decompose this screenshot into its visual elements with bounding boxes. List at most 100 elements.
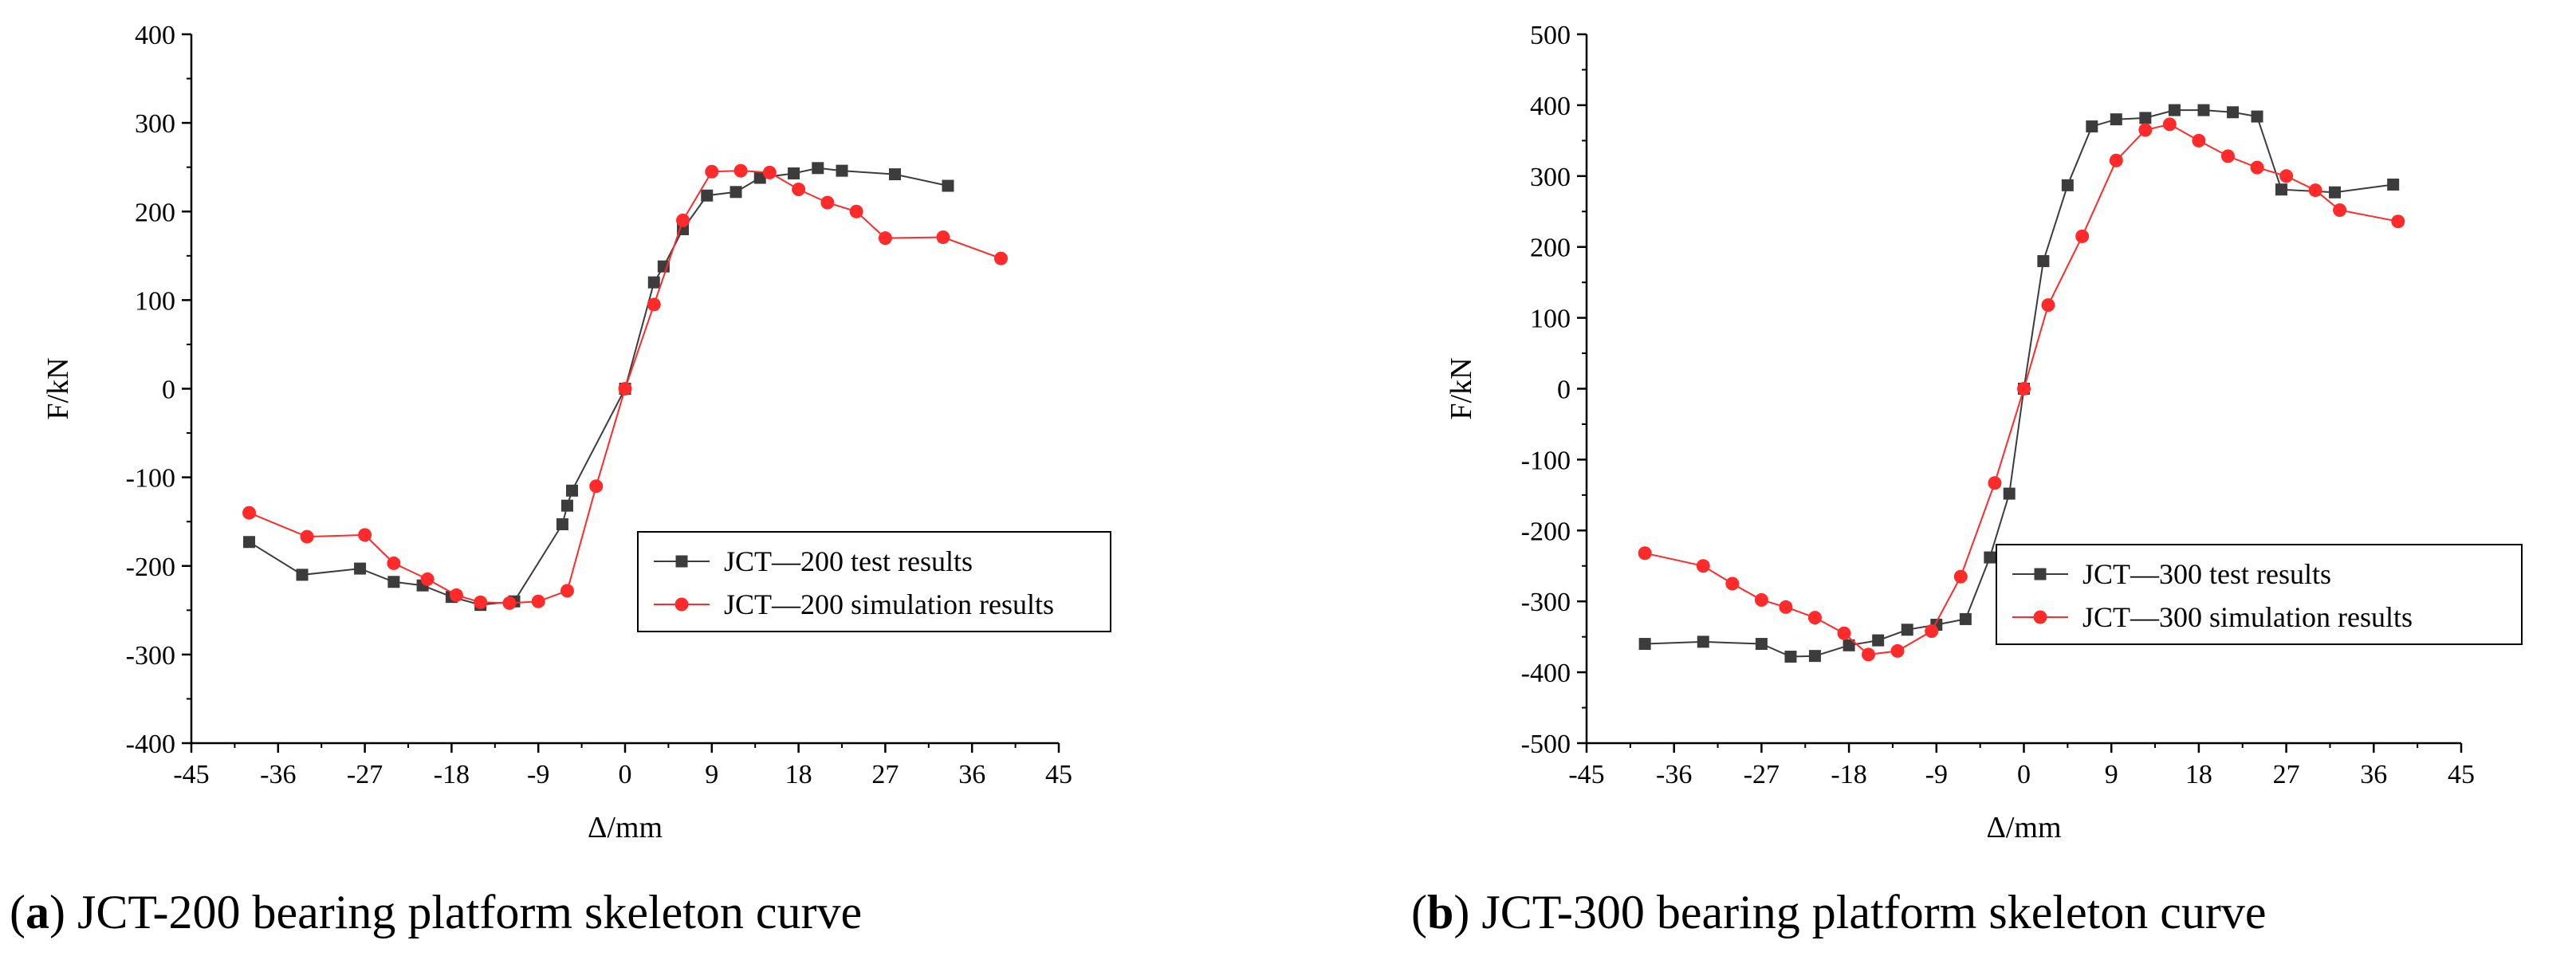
chart-b-simulation-series-point — [2162, 117, 2177, 132]
chart-a-legend-entry-marker — [675, 555, 688, 568]
chart-b-legend-box — [1996, 544, 2523, 645]
chart-b-simulation-series-point — [1779, 600, 1793, 614]
chart-b-test-series-point — [2110, 113, 2122, 126]
chart-a-x-tick-label: -45 — [173, 760, 209, 789]
chart-b-test-series-point — [2251, 110, 2263, 123]
chart-a-y-tick-label: -300 — [126, 641, 175, 671]
chart-b-legend-entry-label: JCT—300 simulation results — [2082, 601, 2413, 633]
chart-a-simulation-series-point — [647, 297, 661, 312]
chart-b-simulation-series — [1638, 117, 2405, 662]
chart-a-simulation-series-point — [449, 588, 463, 602]
chart-b: 500 400 300 200 100 0 -100 -200 -300 -400 -500-45 -… — [1445, 21, 2523, 844]
chart-b-y-tick-label: -300 — [1521, 588, 1571, 617]
chart-b-test-series-point — [1784, 651, 1797, 663]
chart-b-test-series-point — [1755, 638, 1768, 651]
chart-b-y-tick-label: -100 — [1521, 446, 1571, 475]
chart-a-x-axis-title: Δ/mm — [588, 811, 663, 844]
chart-a-y-tick-label: 100 — [135, 286, 175, 316]
chart-b-test-series-point — [2168, 104, 2181, 116]
chart-b-x-tick-label: 36 — [2360, 760, 2387, 789]
chart-b-x-axis-title: Δ/mm — [1986, 811, 2061, 844]
chart-a-x-tick-label: -36 — [260, 760, 296, 789]
chart-a-test-series-point — [566, 484, 579, 497]
chart-a-simulation-series-point — [705, 164, 719, 179]
chart-b-legend: JCT—300 test results JCT—300 simulation r… — [1996, 544, 2523, 645]
chart-b-x-tick-label: 18 — [2185, 760, 2212, 789]
chart-b-simulation-series-point — [2109, 153, 2123, 167]
chart-b-test-series-point — [2275, 183, 2288, 196]
chart-b-test-series-point — [2061, 179, 2074, 191]
chart-a-simulation-series-point — [387, 556, 401, 570]
chart-a-simulation-series — [242, 163, 1008, 610]
chart-a-y-tick-label: -100 — [126, 464, 175, 494]
chart-a-legend-entry-label: JCT—200 simulation results — [724, 588, 1054, 620]
chart-b-test-series-point — [2086, 120, 2098, 133]
chart-a-y-tick-label: 300 — [135, 109, 175, 139]
chart-a-simulation-series-point — [502, 596, 517, 610]
chart-b-simulation-series-point — [2391, 214, 2405, 229]
chart-a-simulation-series-point — [792, 182, 806, 196]
chart-b-y-tick-label: 300 — [1530, 163, 1571, 192]
chart-a-simulation-series-point — [849, 204, 863, 218]
chart-b-test-series-point — [2387, 178, 2400, 191]
chart-a-x-tick-label: 36 — [958, 760, 985, 789]
chart-a-simulation-series-point — [531, 594, 545, 608]
chart-a-simulation-series-point — [618, 382, 632, 395]
chart-a-simulation-series-point — [878, 231, 892, 246]
chart-b-test-series-point — [1984, 551, 1996, 564]
chart-b-test-series-point — [1808, 650, 1821, 663]
chart-b-simulation-series-point — [1754, 592, 1768, 607]
chart-b-test-series-point — [1638, 638, 1651, 651]
chart-a-x-tick-label: 18 — [785, 760, 812, 789]
chart-b-legend-entry-label: JCT—300 test results — [2082, 558, 2331, 590]
chart-a-y-axis-title: F/kN — [41, 357, 75, 419]
chart-b-x-tick-label: -9 — [1925, 760, 1948, 789]
chart-a-simulation-series-point — [560, 584, 574, 598]
caption-a-letter: a — [25, 886, 49, 938]
chart-a-x-tick-label: 45 — [1045, 760, 1072, 789]
chart-b-simulation-series-point — [2250, 160, 2264, 175]
chart-b-y-tick-label: 0 — [1557, 376, 1571, 405]
chart-b-x-tick-label: -45 — [1568, 760, 1604, 789]
chart-b-x-tick-label: 27 — [2273, 760, 2300, 789]
chart-a-test-series-point — [296, 569, 309, 581]
chart-a-test-series-point — [730, 186, 742, 199]
chart-b-test-series-point — [1959, 612, 1972, 625]
chart-a-simulation-series-point — [936, 230, 950, 244]
chart-b-test-series-point — [2197, 104, 2210, 116]
chart-a-simulation-series-point — [242, 506, 257, 520]
caption-b: (b) JCT-300 bearing platform skeleton cu… — [1411, 886, 2267, 938]
chart-b-simulation-series-point — [1925, 624, 1939, 639]
chart-b-simulation-series-point — [2138, 123, 2153, 137]
chart-a-y-tick-label: -200 — [126, 553, 175, 582]
chart-b-y-tick-label: -400 — [1521, 659, 1571, 688]
chart-b-x-tick-label: 9 — [2105, 760, 2118, 789]
chart-a-test-series-point — [836, 164, 848, 177]
chart-a-simulation-series-point — [993, 251, 1008, 266]
chart-b-test-series-point — [2037, 254, 2050, 267]
chart-a-x-tick-label: 9 — [705, 760, 718, 789]
chart-a-y-tick-label: 200 — [135, 198, 175, 227]
chart-a-simulation-series-point — [733, 163, 748, 178]
chart-a-simulation-series-point — [358, 528, 372, 542]
chart-a-y-tick-label: -400 — [126, 730, 175, 759]
chart-b-test-series-point — [1872, 634, 1885, 647]
chart-a-simulation-series-point — [762, 165, 777, 179]
chart-a-legend-entry-marker — [674, 597, 689, 612]
chart-b-simulation-series-point — [2308, 183, 2322, 198]
chart-a-test-series-point — [647, 276, 660, 289]
caption-b-letter: b — [1426, 886, 1454, 938]
chart-a-legend: JCT—200 test results JCT—200 simulation r… — [637, 531, 1111, 632]
chart-a-test-series-point — [243, 536, 256, 549]
chart-b-simulation-series-point — [2017, 382, 2031, 395]
chart-a-test-series-point — [387, 576, 400, 588]
chart-a-simulation-series-point — [820, 195, 835, 210]
chart-b-simulation-series-point — [2075, 229, 2090, 243]
chart-b-test-series-point — [1901, 624, 1913, 636]
chart-b-test-series-point — [1697, 635, 1709, 648]
chart-b-simulation-series-point — [2192, 133, 2206, 148]
chart-a-legend-box — [637, 531, 1111, 632]
chart-b-simulation-series-point — [1953, 569, 1968, 584]
caption-a-text: JCT-200 bearing platform skeleton curve — [77, 886, 863, 938]
chart-a-x-tick-label: -9 — [527, 760, 549, 789]
